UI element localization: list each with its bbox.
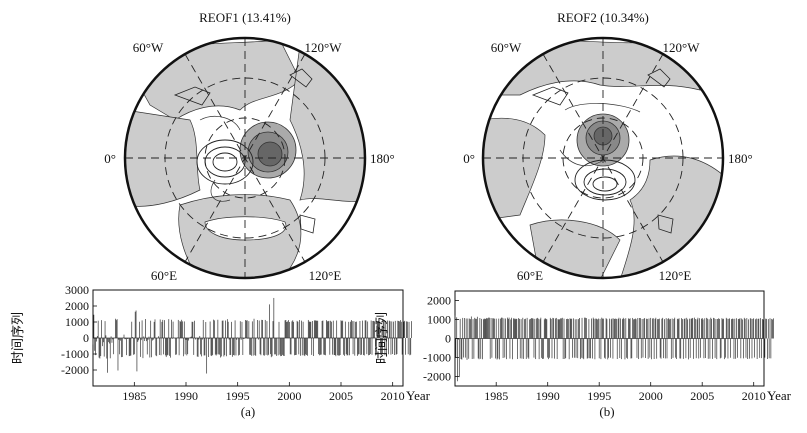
lon-label-180: 180° (370, 151, 395, 166)
y-tick-label: -2000 (423, 370, 451, 384)
y-axis-ticks: -2000 -1000 0 1000 2000 (423, 294, 459, 384)
y-tick-label: 3000 (65, 283, 89, 297)
lon-label-60w: 60°W (133, 40, 164, 55)
lon-label-60w: 60°W (491, 40, 522, 55)
lon-label-120e: 120°E (659, 268, 692, 283)
map-grid (125, 38, 365, 278)
map-grid (483, 38, 723, 278)
x-tick-label: 1985 (484, 389, 508, 403)
x-tick-label: 2010 (381, 389, 405, 403)
map-frame (481, 36, 725, 280)
map-title: REOF2 (10.34%) (557, 10, 649, 25)
y-tick-label: 0 (445, 332, 451, 346)
x-tick-label: 2005 (329, 389, 353, 403)
x-axis-label: Year (406, 388, 431, 403)
timeseries-panel-a: -2000 -1000 0 1000 2000 3000 1985 1990 1995 2000… (10, 283, 431, 419)
lon-label-120w: 120°W (305, 40, 343, 55)
lon-label-120w: 120°W (663, 40, 701, 55)
map-frame (123, 36, 367, 280)
x-tick-label: 1990 (536, 389, 560, 403)
timeseries-panel-b: -2000 -1000 0 1000 2000 1985 1990 1995 2000 2005… (374, 290, 792, 419)
panel-label: (a) (241, 404, 255, 419)
map-title: REOF1 (13.41%) (199, 10, 291, 25)
lon-label-120e: 120°E (309, 268, 342, 283)
lon-label-60e: 60°E (517, 268, 543, 283)
lon-label-0: 0° (104, 151, 116, 166)
y-tick-label: 1000 (427, 313, 451, 327)
x-tick-label: 2010 (742, 389, 766, 403)
y-axis-ticks: -2000 -1000 0 1000 2000 3000 (61, 283, 97, 377)
x-tick-label: 1990 (174, 389, 198, 403)
x-axis-ticks: 1985 1990 1995 2000 2005 2010 (484, 382, 766, 403)
lon-label-180: 180° (728, 151, 753, 166)
y-tick-label: -1000 (61, 347, 89, 361)
panel-label: (b) (599, 404, 614, 419)
lon-label-60e: 60°E (151, 268, 177, 283)
y-axis-label: 时间序列 (374, 312, 389, 364)
bar-series (92, 297, 412, 374)
lon-label-0: 0° (463, 151, 475, 166)
bar-series (454, 315, 774, 382)
x-axis-ticks: 1985 1990 1995 2000 2005 2010 (122, 382, 405, 403)
x-tick-label: 1995 (587, 389, 611, 403)
y-tick-label: 0 (83, 331, 89, 345)
y-tick-label: 2000 (65, 299, 89, 313)
x-tick-label: 2005 (690, 389, 714, 403)
x-tick-label: 2000 (639, 389, 663, 403)
x-tick-label: 2000 (277, 389, 301, 403)
x-axis-label: Year (767, 388, 792, 403)
y-tick-label: -1000 (423, 351, 451, 365)
y-axis-label: 时间序列 (10, 312, 25, 364)
x-tick-label: 1985 (122, 389, 146, 403)
x-tick-label: 1995 (226, 389, 250, 403)
y-tick-label: 2000 (427, 294, 451, 308)
y-tick-label: 1000 (65, 315, 89, 329)
y-tick-label: -2000 (61, 363, 89, 377)
map-panel-b: REOF2 (10.34%) 60°W 120°W 0° (463, 10, 752, 283)
map-panel-a: REOF1 (13.41%) 60°W 120°W (104, 10, 394, 283)
